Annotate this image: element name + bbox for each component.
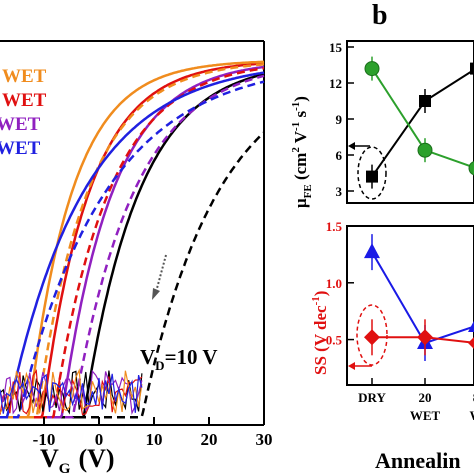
- transfer-curve-1: [0, 131, 265, 419]
- ss-x-label: Annealin: [375, 448, 461, 473]
- sweep-arrow: [152, 254, 167, 300]
- transfer-x-tick-label-2: 10: [146, 430, 163, 449]
- noise-trace-4: [0, 373, 143, 414]
- mobility-frame: [346, 40, 474, 204]
- mobility-point-0-0: [366, 170, 378, 183]
- ss-highlight: [348, 304, 388, 370]
- ss-frame: [346, 225, 474, 386]
- ss-y-tick-label-0: 0.5: [326, 333, 343, 348]
- mobility-point-0-2: [470, 62, 474, 75]
- legend-entry-3: WET: [0, 138, 41, 159]
- ss-x-tick-sublabel-2: W: [470, 408, 474, 423]
- transfer-x-label: VG (V): [40, 444, 115, 474]
- transfer-x-tick-label-3: 20: [201, 430, 218, 449]
- mobility-y-tick-label-1: 6: [336, 148, 343, 163]
- mobility-y-tick-label-0: 3: [336, 184, 343, 199]
- ss-y-tick-label-1: 1.0: [326, 276, 342, 291]
- legend-entry-2: WET: [0, 114, 41, 135]
- transfer-curve-9: [0, 80, 265, 419]
- mobility-y-tick-label-2: 9: [336, 112, 343, 127]
- ss-y-label: SS (V dec-1): [310, 291, 330, 375]
- legend-entry-1: WET: [2, 90, 47, 111]
- ss-y-ticks: 0.5 1.0 1.5: [326, 219, 354, 348]
- transfer-curve-7: [0, 63, 265, 419]
- transfer-curve-6: [0, 60, 265, 419]
- mobility-series-line-0: [371, 68, 474, 178]
- ss-x-tick-label-1: 20: [419, 390, 432, 405]
- transfer-x-tick-label-4: 30: [256, 430, 273, 449]
- ss-x-tick-label-0: DRY: [358, 390, 386, 405]
- mobility-y-tick-label-3: 12: [329, 76, 342, 91]
- transfer-x-tick-label-1: 0: [95, 430, 104, 449]
- mobility-point-1-2: [468, 160, 474, 176]
- mobility-y-ticks: 3 6 9 12 15: [329, 40, 354, 199]
- transfer-x-tick-label-0: -10: [33, 430, 56, 449]
- ss-y-tick-label-2: 1.5: [326, 219, 343, 234]
- transfer-noise: [0, 368, 143, 416]
- mobility-point-1-0: [364, 61, 380, 77]
- mobility-y-tick-label-4: 15: [329, 40, 343, 55]
- ss-x-tick-sublabel-1: WET: [410, 408, 441, 423]
- mobility-point-0-1: [419, 95, 431, 107]
- transfer-legend: WET WET WET WET: [0, 66, 47, 159]
- drain-voltage-annotation: VD=10 V: [140, 345, 218, 373]
- mobility-panel: b 3 6 9 12 15 μFE (cm2 V-1 s-1): [290, 0, 474, 208]
- ss-series-line-0: [371, 251, 474, 345]
- ss-point-1-0: [364, 329, 380, 346]
- mobility-series: [364, 56, 474, 189]
- ss-point-1-1: [417, 329, 433, 346]
- legend-entry-0: WET: [2, 66, 47, 87]
- subthreshold-panel: 0.5 1.0 1.5 DRY 20 WET 8 W SS (V dec-1) Anneal…: [310, 219, 474, 473]
- ss-point-0-0: [364, 243, 380, 259]
- noise-trace-2: [0, 369, 143, 416]
- ss-point-0-2: [468, 320, 474, 332]
- transfer-curve-8: [0, 71, 265, 419]
- ss-x-ticks: DRY 20 WET 8 W: [358, 378, 474, 423]
- mobility-highlight: [348, 142, 387, 200]
- ss-x-tick-label-2: 8: [473, 390, 474, 405]
- ss-series: [364, 234, 474, 361]
- mobility-point-1-1: [417, 142, 433, 158]
- transfer-panel: -10 0 10 20 30 WET WET WET WET VD=10 V VG (V): [0, 40, 273, 474]
- panel-label-b: b: [372, 0, 388, 31]
- noise-trace-3: [0, 368, 143, 414]
- transfer-x-ticks: -10 0 10 20 30: [33, 417, 273, 449]
- ss-point-1-2: [468, 336, 474, 349]
- mobility-y-label: μFE (cm2 V-1 s-1): [290, 96, 314, 208]
